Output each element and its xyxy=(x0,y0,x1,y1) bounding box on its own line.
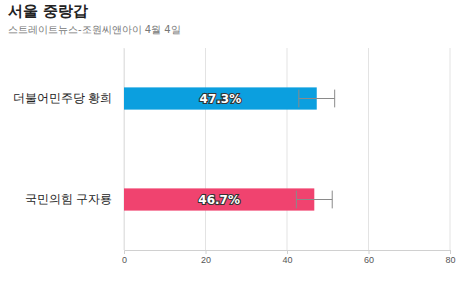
grid-line xyxy=(368,48,369,250)
x-tick: 0 xyxy=(122,250,127,265)
x-tick: 80 xyxy=(445,250,455,265)
chart-svg: 서울 중랑갑스트레이트뉴스-조원씨앤아이 4월 4일 0 20 40 60 80 더불어민주… xyxy=(0,0,465,293)
grid-line xyxy=(450,48,451,250)
error-bar xyxy=(296,191,332,209)
grid-line xyxy=(287,48,288,250)
data-label: 47.3% xyxy=(200,92,242,106)
bar xyxy=(124,87,317,109)
data-labels: 47.3% 46.7% xyxy=(198,92,241,207)
x-tick-label: 0 xyxy=(122,255,127,265)
y-axis-line xyxy=(124,49,125,251)
x-tick-mark xyxy=(124,250,125,254)
subtitle: 스트레이트뉴스-조원씨앤아이 4월 4일 xyxy=(8,24,181,35)
x-tick-label: 60 xyxy=(364,255,374,265)
x-tick-mark xyxy=(287,250,288,254)
x-tick-label: 80 xyxy=(445,255,455,265)
x-axis-line xyxy=(125,251,451,255)
x-tick: 40 xyxy=(282,250,292,265)
bar xyxy=(124,188,314,210)
data-label: 46.7% xyxy=(198,193,240,207)
chart-container: 서울 중랑갑스트레이트뉴스-조원씨앤아이 4월 4일 0 20 40 60 80 더불어민주… xyxy=(0,0,465,293)
grid-line xyxy=(124,48,125,250)
y-axis: 더불어민주당 황희국민의힘 구자룡 xyxy=(13,49,125,251)
error-bar xyxy=(299,90,335,108)
grid xyxy=(124,48,450,250)
x-tick-mark xyxy=(369,250,370,254)
grid-line xyxy=(205,48,206,250)
x-tick-mark xyxy=(206,250,207,254)
category-label: 더불어민주당 황희 xyxy=(13,92,112,104)
x-tick: 20 xyxy=(201,250,211,265)
x-tick-mark xyxy=(450,250,451,254)
bars xyxy=(124,87,335,210)
y-tick: 국민의힘 구자룡 xyxy=(25,193,124,205)
x-tick-label: 40 xyxy=(282,255,292,265)
x-axis: 0 20 40 60 80 xyxy=(122,250,456,265)
x-tick-label: 20 xyxy=(201,255,211,265)
plot: 0 20 40 60 80 더불어민주당 황희국민의힘 구자룡 47.3% 46.7% xyxy=(13,48,456,265)
x-tick: 60 xyxy=(364,250,374,265)
error-bars xyxy=(296,90,334,209)
y-tick: 더불어민주당 황희 xyxy=(13,92,124,104)
category-label: 국민의힘 구자룡 xyxy=(25,193,112,205)
title: 서울 중랑갑 xyxy=(8,2,88,20)
